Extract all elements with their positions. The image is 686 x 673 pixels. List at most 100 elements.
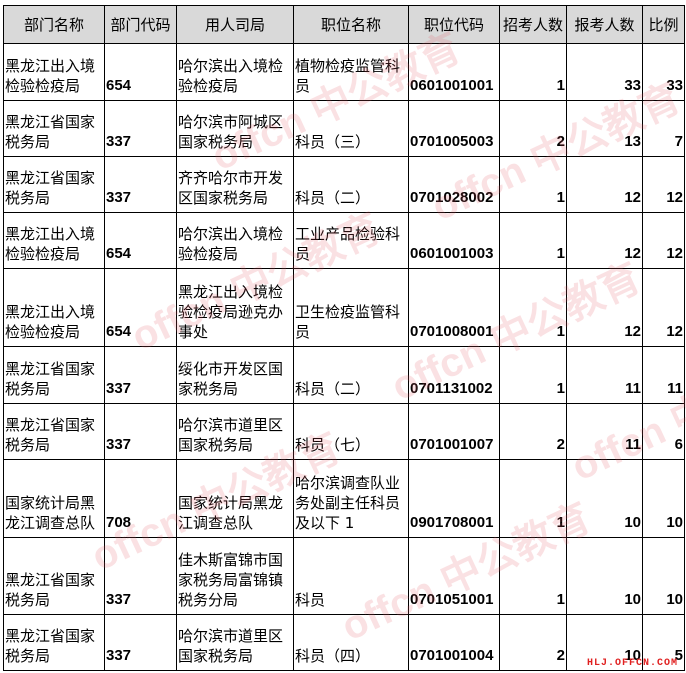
header-dept: 部门名称	[3, 5, 105, 44]
cell-applicants: 12	[566, 212, 643, 269]
table-row: 黑龙江省国家税务局 337 佳木斯富锦市国家税务局富锦镇税务分局 科员 07010510…	[3, 537, 685, 615]
cell-dept: 黑龙江省国家税务局	[3, 614, 105, 671]
cell-quota: 1	[499, 268, 567, 347]
cell-position: 哈尔滨调查队业务处副主任科员及以下 1	[293, 459, 409, 538]
cell-bureau: 佳木斯富锦市国家税务局富锦镇税务分局	[176, 537, 294, 615]
cell-dept-code: 337	[104, 156, 177, 213]
cell-position: 科员（七）	[293, 403, 409, 460]
cell-ratio: 12	[642, 212, 685, 269]
cell-bureau: 哈尔滨市阿城区国家税务局	[176, 100, 294, 157]
header-dept-code: 部门代码	[104, 5, 177, 44]
cell-dept: 黑龙江省国家税务局	[3, 537, 105, 615]
cell-applicants: 13	[566, 100, 643, 157]
cell-pos-code: 0701001004	[408, 614, 500, 671]
cell-ratio: 12	[642, 268, 685, 347]
cell-applicants: 10	[566, 537, 643, 615]
cell-pos-code: 0701051001	[408, 537, 500, 615]
cell-applicants: 12	[566, 156, 643, 213]
cell-dept: 黑龙江省国家税务局	[3, 156, 105, 213]
cell-quota: 1	[499, 156, 567, 213]
cell-quota: 1	[499, 43, 567, 101]
table-row: 黑龙江省国家税务局 337 齐齐哈尔市开发区国家税务局 科员（二） 0701028002…	[3, 156, 685, 213]
cell-quota: 2	[499, 614, 567, 671]
cell-position: 植物检疫监管科员	[293, 43, 409, 101]
cell-dept-code: 337	[104, 346, 177, 404]
table-row: 黑龙江省国家税务局 337 绥化市开发区国家税务局 科员（二） 0701131002 1 1…	[3, 346, 685, 404]
table-row: 黑龙江省国家税务局 337 哈尔滨市道里区国家税务局 科员（七） 0701001007 2…	[3, 403, 685, 460]
cell-ratio: 10	[642, 537, 685, 615]
cell-position: 科员（三）	[293, 100, 409, 157]
cell-pos-code: 0701005003	[408, 100, 500, 157]
cell-quota: 1	[499, 346, 567, 404]
cell-dept: 黑龙江省国家税务局	[3, 346, 105, 404]
cell-pos-code: 0901708001	[408, 459, 500, 538]
cell-dept-code: 337	[104, 614, 177, 671]
header-bureau: 用人司局	[176, 5, 294, 44]
cell-dept: 黑龙江省国家税务局	[3, 403, 105, 460]
cell-dept: 黑龙江省国家税务局	[3, 100, 105, 157]
cell-bureau: 国家统计局黑龙江调查总队	[176, 459, 294, 538]
cell-dept: 国家统计局黑龙江调查总队	[3, 459, 105, 538]
cell-applicants: 12	[566, 268, 643, 347]
header-applicants: 报考人数	[566, 5, 643, 44]
cell-pos-code: 0701028002	[408, 156, 500, 213]
cell-position: 卫生检疫监管科员	[293, 268, 409, 347]
cell-dept-code: 654	[104, 43, 177, 101]
table-row: 黑龙江出入境检验检疫局 654 黑龙江出入境检验检疫局逊克办事处 卫生检疫监管科员 07…	[3, 268, 685, 347]
cell-quota: 1	[499, 212, 567, 269]
cell-applicants: 10	[566, 614, 643, 671]
cell-dept-code: 654	[104, 212, 177, 269]
cell-dept: 黑龙江出入境检验检疫局	[3, 268, 105, 347]
cell-ratio: 11	[642, 346, 685, 404]
header-quota: 招考人数	[499, 5, 567, 44]
cell-ratio: 7	[642, 100, 685, 157]
cell-ratio: 12	[642, 156, 685, 213]
cell-ratio: 6	[642, 403, 685, 460]
cell-pos-code: 0601001003	[408, 212, 500, 269]
cell-pos-code: 0701008001	[408, 268, 500, 347]
header-position: 职位名称	[293, 5, 409, 44]
cell-pos-code: 0701131002	[408, 346, 500, 404]
cell-quota: 1	[499, 537, 567, 615]
cell-ratio: 10	[642, 459, 685, 538]
cell-bureau: 齐齐哈尔市开发区国家税务局	[176, 156, 294, 213]
cell-pos-code: 0701001007	[408, 403, 500, 460]
site-watermark: HLJ.OFFCN.COM	[586, 658, 678, 669]
cell-dept: 黑龙江出入境检验检疫局	[3, 212, 105, 269]
cell-ratio: 33	[642, 43, 685, 101]
cell-position: 工业产品检验科员	[293, 212, 409, 269]
cell-position: 科员（四）	[293, 614, 409, 671]
cell-applicants: 10	[566, 459, 643, 538]
table-row: 黑龙江省国家税务局 337 哈尔滨市阿城区国家税务局 科员（三） 0701005003 2…	[3, 100, 685, 157]
table-row: 黑龙江省国家税务局 337 哈尔滨市道里区国家税务局 科员（四） 0701001004 2…	[3, 614, 685, 671]
header-ratio: 比例	[642, 5, 685, 44]
cell-bureau: 哈尔滨市道里区国家税务局	[176, 614, 294, 671]
cell-bureau: 哈尔滨出入境检验检疫局	[176, 43, 294, 101]
cell-bureau: 黑龙江出入境检验检疫局逊克办事处	[176, 268, 294, 347]
table-row: 黑龙江出入境检验检疫局 654 哈尔滨出入境检验检疫局 植物检疫监管科员 0601001…	[3, 43, 685, 101]
cell-ratio: 5	[642, 614, 685, 671]
cell-dept-code: 337	[104, 537, 177, 615]
cell-dept-code: 337	[104, 100, 177, 157]
positions-table: 部门名称 部门代码 用人司局 职位名称 职位代码 招考人数 报考人数 比例 黑龙…	[3, 5, 685, 671]
cell-position: 科员（二）	[293, 156, 409, 213]
cell-applicants: 11	[566, 346, 643, 404]
cell-quota: 2	[499, 403, 567, 460]
cell-bureau: 绥化市开发区国家税务局	[176, 346, 294, 404]
cell-position: 科员	[293, 537, 409, 615]
header-row: 部门名称 部门代码 用人司局 职位名称 职位代码 招考人数 报考人数 比例	[3, 5, 685, 44]
cell-bureau: 哈尔滨市道里区国家税务局	[176, 403, 294, 460]
cell-position: 科员（二）	[293, 346, 409, 404]
cell-pos-code: 0601001001	[408, 43, 500, 101]
cell-quota: 1	[499, 459, 567, 538]
cell-applicants: 33	[566, 43, 643, 101]
cell-dept-code: 654	[104, 268, 177, 347]
cell-applicants: 11	[566, 403, 643, 460]
header-pos-code: 职位代码	[408, 5, 500, 44]
cell-quota: 2	[499, 100, 567, 157]
cell-dept-code: 337	[104, 403, 177, 460]
cell-bureau: 哈尔滨出入境检验检疫局	[176, 212, 294, 269]
cell-dept-code: 708	[104, 459, 177, 538]
table-row: 黑龙江出入境检验检疫局 654 哈尔滨出入境检验检疫局 工业产品检验科员 0601001…	[3, 212, 685, 269]
cell-dept: 黑龙江出入境检验检疫局	[3, 43, 105, 101]
